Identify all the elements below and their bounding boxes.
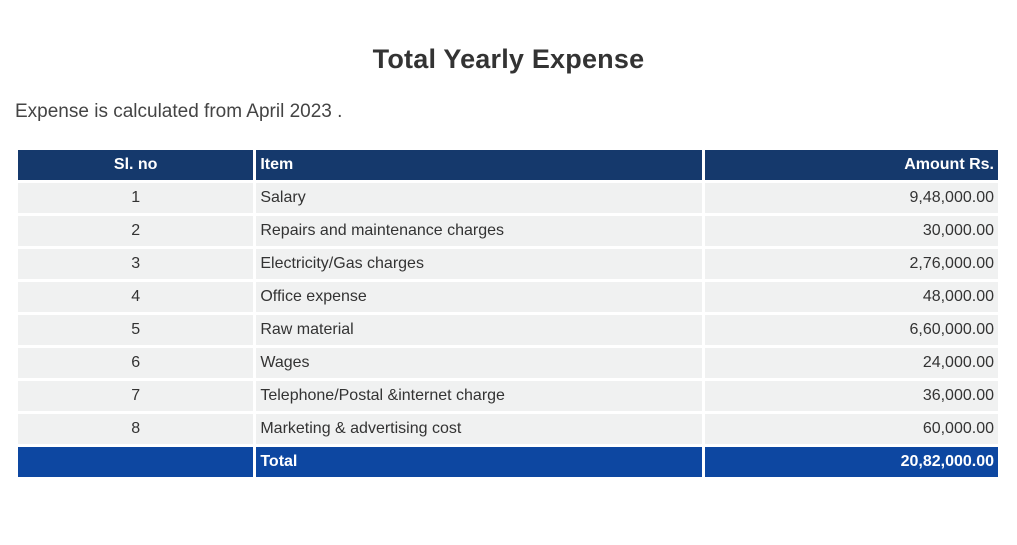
cell-amount: 60,000.00 xyxy=(704,414,998,444)
cell-sl-no: 7 xyxy=(18,381,254,411)
cell-sl-no: 5 xyxy=(18,315,254,345)
header-sl-no: Sl. no xyxy=(18,150,254,180)
cell-amount: 2,76,000.00 xyxy=(704,249,998,279)
cell-item: Wages xyxy=(256,348,702,378)
cell-item: Raw material xyxy=(256,315,702,345)
cell-item: Office expense xyxy=(256,282,702,312)
cell-sl-no: 1 xyxy=(18,183,254,213)
table-header: Sl. no Item Amount Rs. xyxy=(18,150,998,180)
cell-sl-no: 6 xyxy=(18,348,254,378)
table-footer: Total 20,82,000.00 xyxy=(18,447,998,477)
cell-amount: 24,000.00 xyxy=(704,348,998,378)
cell-item: Salary xyxy=(256,183,702,213)
cell-item: Repairs and maintenance charges xyxy=(256,216,702,246)
cell-amount: 36,000.00 xyxy=(704,381,998,411)
total-amount: 20,82,000.00 xyxy=(704,447,998,477)
table-row: 3 Electricity/Gas charges 2,76,000.00 xyxy=(18,249,998,279)
cell-amount: 9,48,000.00 xyxy=(704,183,998,213)
total-label: Total xyxy=(256,447,702,477)
cell-amount: 6,60,000.00 xyxy=(704,315,998,345)
table-row: 4 Office expense 48,000.00 xyxy=(18,282,998,312)
cell-sl-no: 8 xyxy=(18,414,254,444)
table-row: 5 Raw material 6,60,000.00 xyxy=(18,315,998,345)
cell-sl-no: 2 xyxy=(18,216,254,246)
table-row: 6 Wages 24,000.00 xyxy=(18,348,998,378)
cell-item: Electricity/Gas charges xyxy=(256,249,702,279)
table-row: 1 Salary 9,48,000.00 xyxy=(18,183,998,213)
total-sl-no xyxy=(18,447,254,477)
expense-table: Sl. no Item Amount Rs. 1 Salary 9,48,000… xyxy=(15,147,1001,480)
total-row: Total 20,82,000.00 xyxy=(18,447,998,477)
cell-amount: 30,000.00 xyxy=(704,216,998,246)
page-title: Total Yearly Expense xyxy=(372,44,645,74)
header-amount: Amount Rs. xyxy=(704,150,998,180)
cell-amount: 48,000.00 xyxy=(704,282,998,312)
cell-item: Telephone/Postal &internet charge xyxy=(256,381,702,411)
header-row: Sl. no Item Amount Rs. xyxy=(18,150,998,180)
intro-text: Expense is calculated from April 2023 . xyxy=(15,101,343,122)
cell-sl-no: 4 xyxy=(18,282,254,312)
cell-item: Marketing & advertising cost xyxy=(256,414,702,444)
table-row: 7 Telephone/Postal &internet charge 36,0… xyxy=(18,381,998,411)
cell-sl-no: 3 xyxy=(18,249,254,279)
header-item: Item xyxy=(256,150,702,180)
table-body: 1 Salary 9,48,000.00 2 Repairs and maint… xyxy=(18,183,998,444)
table-row: 8 Marketing & advertising cost 60,000.00 xyxy=(18,414,998,444)
table-row: 2 Repairs and maintenance charges 30,000… xyxy=(18,216,998,246)
